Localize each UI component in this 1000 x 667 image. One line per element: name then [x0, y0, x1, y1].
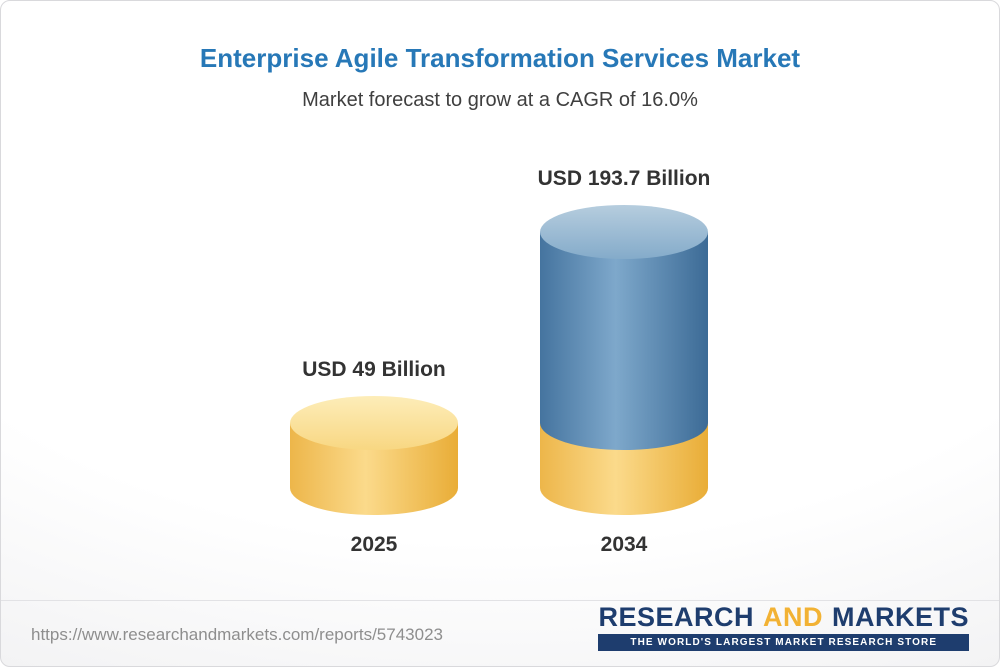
- bar-value-label: USD 49 Billion: [302, 358, 446, 381]
- report-url: https://www.researchandmarkets.com/repor…: [31, 625, 443, 644]
- bar-group-2034: USD 193.7 Billion 2034: [514, 167, 734, 557]
- chart-subtitle: Market forecast to grow at a CAGR of 16.…: [302, 89, 698, 111]
- logo-word-markets: MARKETS: [832, 602, 969, 632]
- logo-word-research: RESEARCH: [598, 602, 754, 632]
- bar-group-2025: USD 49 Billion 2025: [264, 358, 484, 557]
- bar-value-label: USD 193.7 Billion: [537, 167, 711, 190]
- footer-divider: [1, 600, 999, 601]
- logo-word-and: AND: [763, 602, 823, 632]
- bar-category-label: 2025: [350, 533, 398, 556]
- research-and-markets-logo: RESEARCH AND MARKETS THE WORLD'S LARGEST…: [598, 602, 969, 652]
- chart-title: Enterprise Agile Transformation Services…: [199, 43, 801, 73]
- cylinder-2034: [514, 203, 734, 517]
- bar-category-label: 2034: [600, 533, 648, 556]
- cylinder-2025: [264, 394, 484, 517]
- logo-tagline: THE WORLD'S LARGEST MARKET RESEARCH STOR…: [598, 634, 969, 652]
- logo-wordmark: RESEARCH AND MARKETS: [598, 602, 969, 632]
